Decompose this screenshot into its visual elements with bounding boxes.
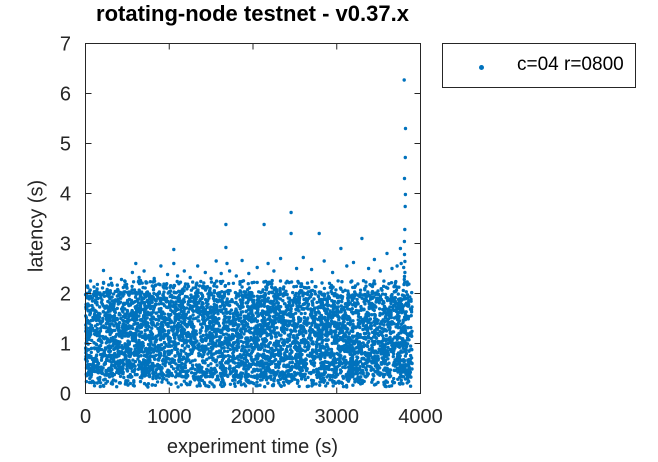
legend-label: c=04 r=0800 — [517, 54, 624, 75]
tick-marks — [85, 43, 421, 394]
legend-marker-dot — [479, 65, 484, 70]
scatter-points — [83, 78, 414, 389]
y-axis-label: latency (s) — [25, 179, 48, 273]
chart-title: rotating-node testnet - v0.37.x — [96, 1, 409, 26]
x-axis-label: experiment time (s) — [166, 436, 339, 458]
x-tick-labels: 0 1000 2000 3000 4000 — [80, 406, 443, 428]
legend: c=04 r=0800 — [442, 43, 636, 88]
